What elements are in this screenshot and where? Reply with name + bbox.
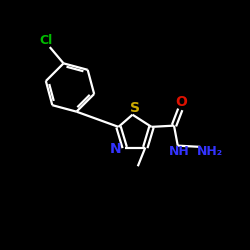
Text: S: S [130, 101, 140, 115]
Text: NH₂: NH₂ [197, 145, 223, 158]
Text: N: N [110, 142, 122, 156]
Text: Cl: Cl [40, 34, 53, 47]
Text: NH: NH [169, 146, 190, 158]
Text: O: O [176, 95, 188, 110]
